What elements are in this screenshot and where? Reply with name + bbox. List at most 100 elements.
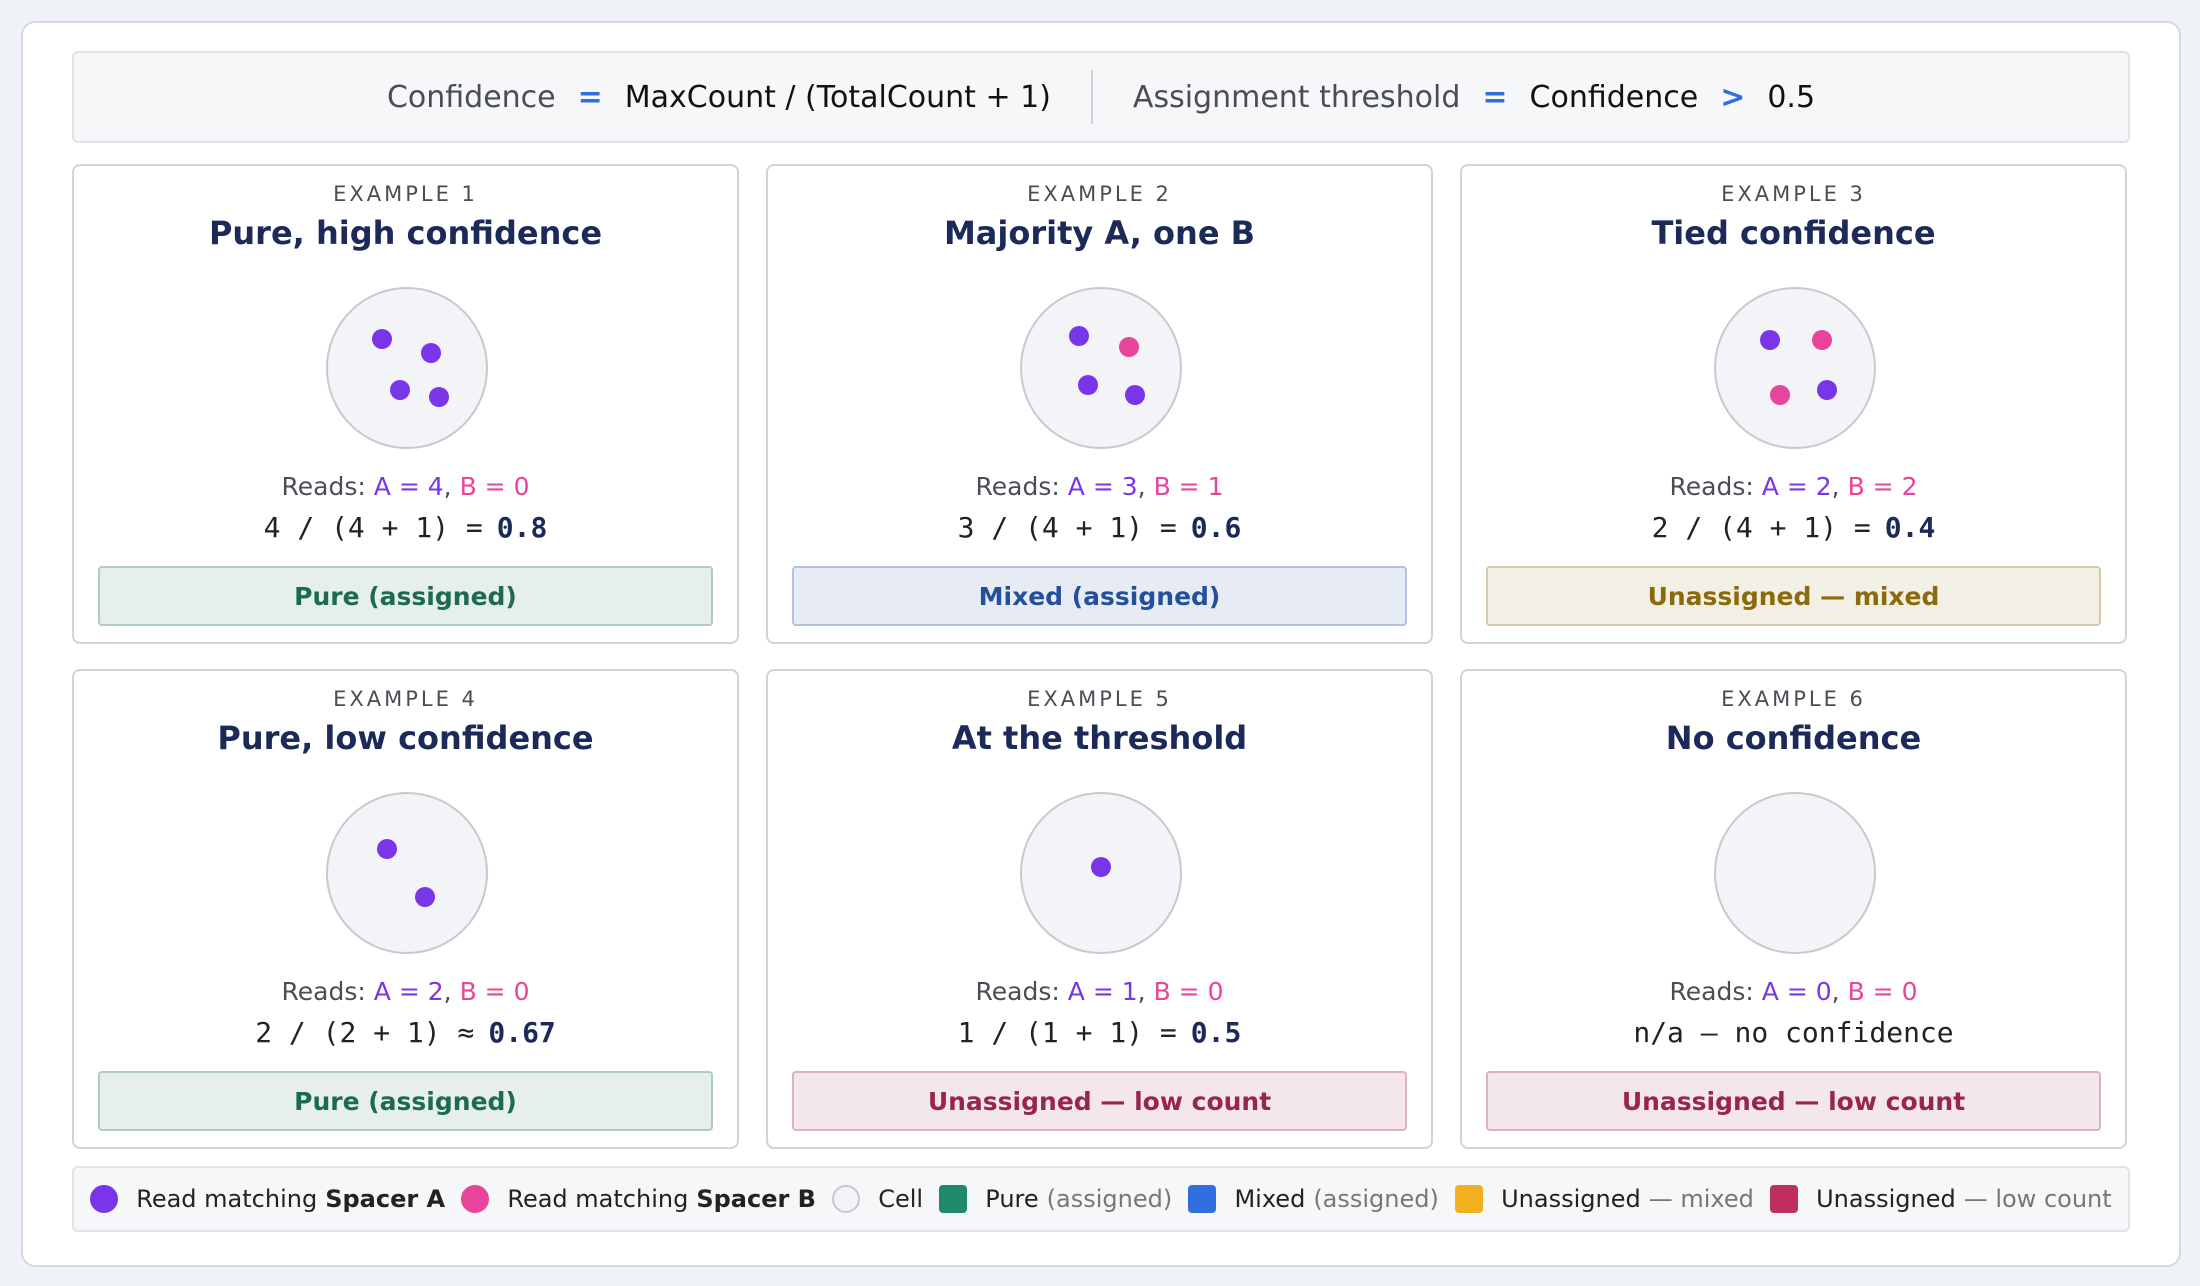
operator: > [1720,79,1746,115]
reads-a: A = 0 [1761,977,1832,1006]
example-card: EXAMPLE 5 At the threshold Reads: A = 1, B =… [766,669,1433,1149]
legend-muted: (assigned) [1313,1185,1439,1213]
card-title: At the threshold [951,719,1248,757]
reads-sep: , [1137,472,1146,501]
legend-swatch [90,1185,119,1213]
legend-swatch [461,1185,490,1213]
reads: Reads: A = 3, B = 1 [768,472,1431,501]
status: Unassigned — low count [1486,1071,2101,1131]
formula: 2 / (4 + 1) = 0.4 [1462,511,2125,544]
cell-circle [1714,792,1876,954]
legend-text: Read matching [507,1185,689,1213]
legend-swatch [1188,1185,1217,1213]
read-dot [1817,380,1837,400]
reads-label: Reads: [1669,472,1754,501]
legend-swatch [1770,1185,1799,1213]
reads-sep: , [1831,977,1840,1006]
reads-label: Reads: [975,472,1060,501]
eyebrow: EXAMPLE 5 [1027,687,1172,711]
reads-a: A = 2 [1761,472,1832,501]
reads: Reads: A = 2, B = 2 [1462,472,2125,501]
formula: 3 / (4 + 1) = 0.6 [768,511,1431,544]
reads-sep: , [443,977,452,1006]
reads-b: B = 0 [459,977,530,1006]
cell-circle [1020,287,1182,449]
read-dot [415,887,435,907]
formula-result: 0.6 [1190,511,1242,544]
legend-item: Read matching Spacer B [461,1185,816,1213]
formula-expr: 2 / (2 + 1) ≈ [255,1016,475,1049]
formula: 4 / (4 + 1) = 0.8 [74,511,737,544]
status: Unassigned — mixed [1486,566,2101,626]
reads-b: B = 0 [1153,977,1224,1006]
legend-item: Read matching Spacer A [90,1185,445,1213]
expression: MaxCount / (TotalCount + 1) [624,79,1051,115]
legend-muted: — low count [1963,1185,2112,1213]
legend-item: Cell [832,1185,923,1213]
cell [326,287,488,449]
cell [1020,792,1182,954]
legend-text: Cell [878,1185,924,1213]
label: Confidence [386,79,556,115]
legend-item: Mixed (assigned) [1188,1185,1439,1213]
cell-circle [1714,287,1876,449]
reads-a: A = 3 [1067,472,1138,501]
cell [326,792,488,954]
read-dot [429,387,449,407]
cell [1714,792,1876,954]
card-title: Pure, low confidence [217,719,594,757]
legend-item: Unassigned — mixed [1455,1185,1754,1213]
reads-sep: , [443,472,452,501]
reads-b: B = 2 [1847,472,1918,501]
eyebrow: EXAMPLE 2 [1027,182,1172,206]
cell-circle [326,287,488,449]
card-title: Tied confidence [1651,214,1936,252]
divider [1090,70,1093,124]
reads-label: Reads: [281,977,366,1006]
formula: n/a — no confidence [1462,1016,2125,1049]
reads-label: Reads: [975,977,1060,1006]
status: Unassigned — low count [792,1071,1407,1131]
reads-b: B = 0 [1847,977,1918,1006]
reads-a: A = 4 [373,472,444,501]
legend-bold: Spacer A [325,1185,446,1213]
value: 0.5 [1767,79,1816,115]
reads-a: A = 2 [373,977,444,1006]
read-dot [421,343,441,363]
cell-circle [326,792,488,954]
read-dot [1812,330,1832,350]
read-dot [1770,385,1790,405]
read-dot [1078,375,1098,395]
example-card: EXAMPLE 4 Pure, low confidence Reads: A = 2… [72,669,739,1149]
status: Pure (assigned) [98,566,713,626]
expression: Confidence [1529,79,1699,115]
card-title: No confidence [1665,719,1922,757]
legend-muted: (assigned) [1046,1185,1173,1213]
read-dot [1760,330,1780,350]
legend-item: Unassigned — low count [1770,1185,2112,1213]
legend-text: Unassigned [1501,1185,1641,1213]
reads-sep: , [1831,472,1840,501]
card-title: Pure, high confidence [208,214,603,252]
formula-expr: n/a — no confidence [1633,1016,1954,1049]
read-dot [377,839,397,859]
legend-text: Read matching [136,1185,318,1213]
read-dot [1091,857,1111,877]
reads-b: B = 1 [1153,472,1224,501]
reads-b: B = 0 [459,472,530,501]
status: Pure (assigned) [98,1071,713,1131]
read-dot [390,380,410,400]
cell [1714,287,1876,449]
formula-expr: 4 / (4 + 1) = [263,511,483,544]
eyebrow: EXAMPLE 4 [333,687,478,711]
operator: = [1482,79,1508,115]
read-dot [372,329,392,349]
legend-bold: Spacer B [696,1185,816,1213]
formula-expr: 1 / (1 + 1) = [957,1016,1177,1049]
legend-swatch [939,1185,968,1213]
cell [1020,287,1182,449]
reads: Reads: A = 1, B = 0 [768,977,1431,1006]
read-dot [1119,337,1139,357]
formula: 1 / (1 + 1) = 0.5 [768,1016,1431,1049]
reads-label: Reads: [281,472,366,501]
